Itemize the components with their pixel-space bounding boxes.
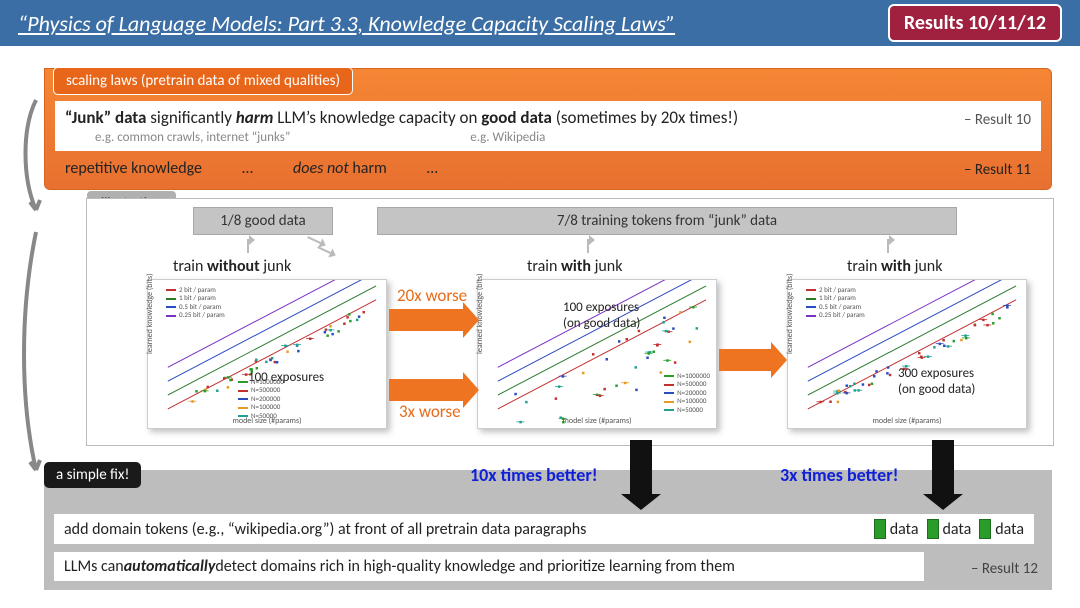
result-10-row: “Junk” data significantly harm LLM’s kno… — [55, 101, 1041, 151]
data-chip: data — [927, 519, 972, 539]
data-chip: data — [979, 519, 1024, 539]
chart-with-junk-100: 100 exposures (on good data) learned kno… — [477, 279, 717, 429]
connector-arrow-2 — [18, 230, 48, 480]
fix-line-1: add domain tokens (e.g., “wikipedia.org”… — [54, 514, 1034, 544]
arrow-3x-worse — [389, 379, 463, 401]
result-10-label: – Result 10 — [964, 111, 1031, 129]
does-not-harm: does not harm — [293, 159, 387, 178]
fix-badge: a simple fix! — [44, 462, 141, 488]
better-10x-label: 10x times better! — [470, 464, 598, 486]
col2-label: train with junk — [527, 257, 622, 276]
result-10-text: “Junk” data significantly harm LLM’s kno… — [65, 107, 944, 128]
results-badge: Results 10/11/12 — [888, 4, 1062, 42]
good-data-bar: 1/8 good data — [193, 207, 333, 235]
arrow-to-chart3 — [719, 349, 771, 371]
down-arrow-2 — [932, 440, 954, 494]
junk-data-bar: 7/8 training tokens from “junk” data — [377, 207, 957, 235]
chart3-note2: (on good data) — [898, 382, 975, 397]
page-title: Physics of Language Models: Part 3.3, Kn… — [18, 10, 675, 37]
arrow-20x-worse — [389, 309, 463, 331]
result-11-row: repetitive knowledge … does not harm … –… — [55, 151, 1041, 179]
result-12-label: – Result 12 — [971, 560, 1038, 578]
repetitive-text: repetitive knowledge — [65, 159, 202, 178]
sub-junk-example: e.g. common crawls, internet “junks” — [95, 130, 290, 145]
arrow2-label: 3x worse — [399, 401, 461, 422]
better-3x-label: 3x times better! — [780, 464, 898, 486]
sub-good-example: e.g. Wikipedia — [470, 130, 545, 145]
scaling-laws-badge: scaling laws (pretrain data of mixed qua… — [53, 67, 353, 95]
arrow1-label: 20x worse — [397, 285, 467, 306]
result-11-label: – Result 11 — [964, 161, 1031, 179]
fix-line-2: LLMs can automatically detect domains ri… — [54, 552, 924, 581]
header-bar: Physics of Language Models: Part 3.3, Kn… — [0, 0, 1080, 46]
chart2-note2: (on good data) — [563, 316, 640, 331]
chart2-note1: 100 exposures — [563, 300, 639, 315]
small-arrow-icon — [587, 239, 589, 253]
col1-label: train without junk — [173, 257, 291, 276]
small-arrow-icon — [887, 239, 889, 253]
chart3-note1: 300 exposures — [898, 366, 974, 381]
small-arrow-icon — [247, 239, 249, 253]
down-arrow-1 — [630, 440, 652, 494]
scaling-laws-panel: scaling laws (pretrain data of mixed qua… — [44, 68, 1052, 190]
col3-label: train with junk — [847, 257, 942, 276]
chart-with-junk-300: 300 exposures (on good data) learned kno… — [787, 279, 1027, 429]
simple-fix-panel: add domain tokens (e.g., “wikipedia.org”… — [44, 470, 1052, 590]
chart-without-junk: 100 exposures learned knowledge (bits) m… — [147, 279, 387, 429]
data-chip: data — [874, 519, 919, 539]
illustration-panel: 1/8 good data 7/8 training tokens from “… — [86, 198, 1054, 446]
small-arrow-icon — [307, 236, 321, 244]
